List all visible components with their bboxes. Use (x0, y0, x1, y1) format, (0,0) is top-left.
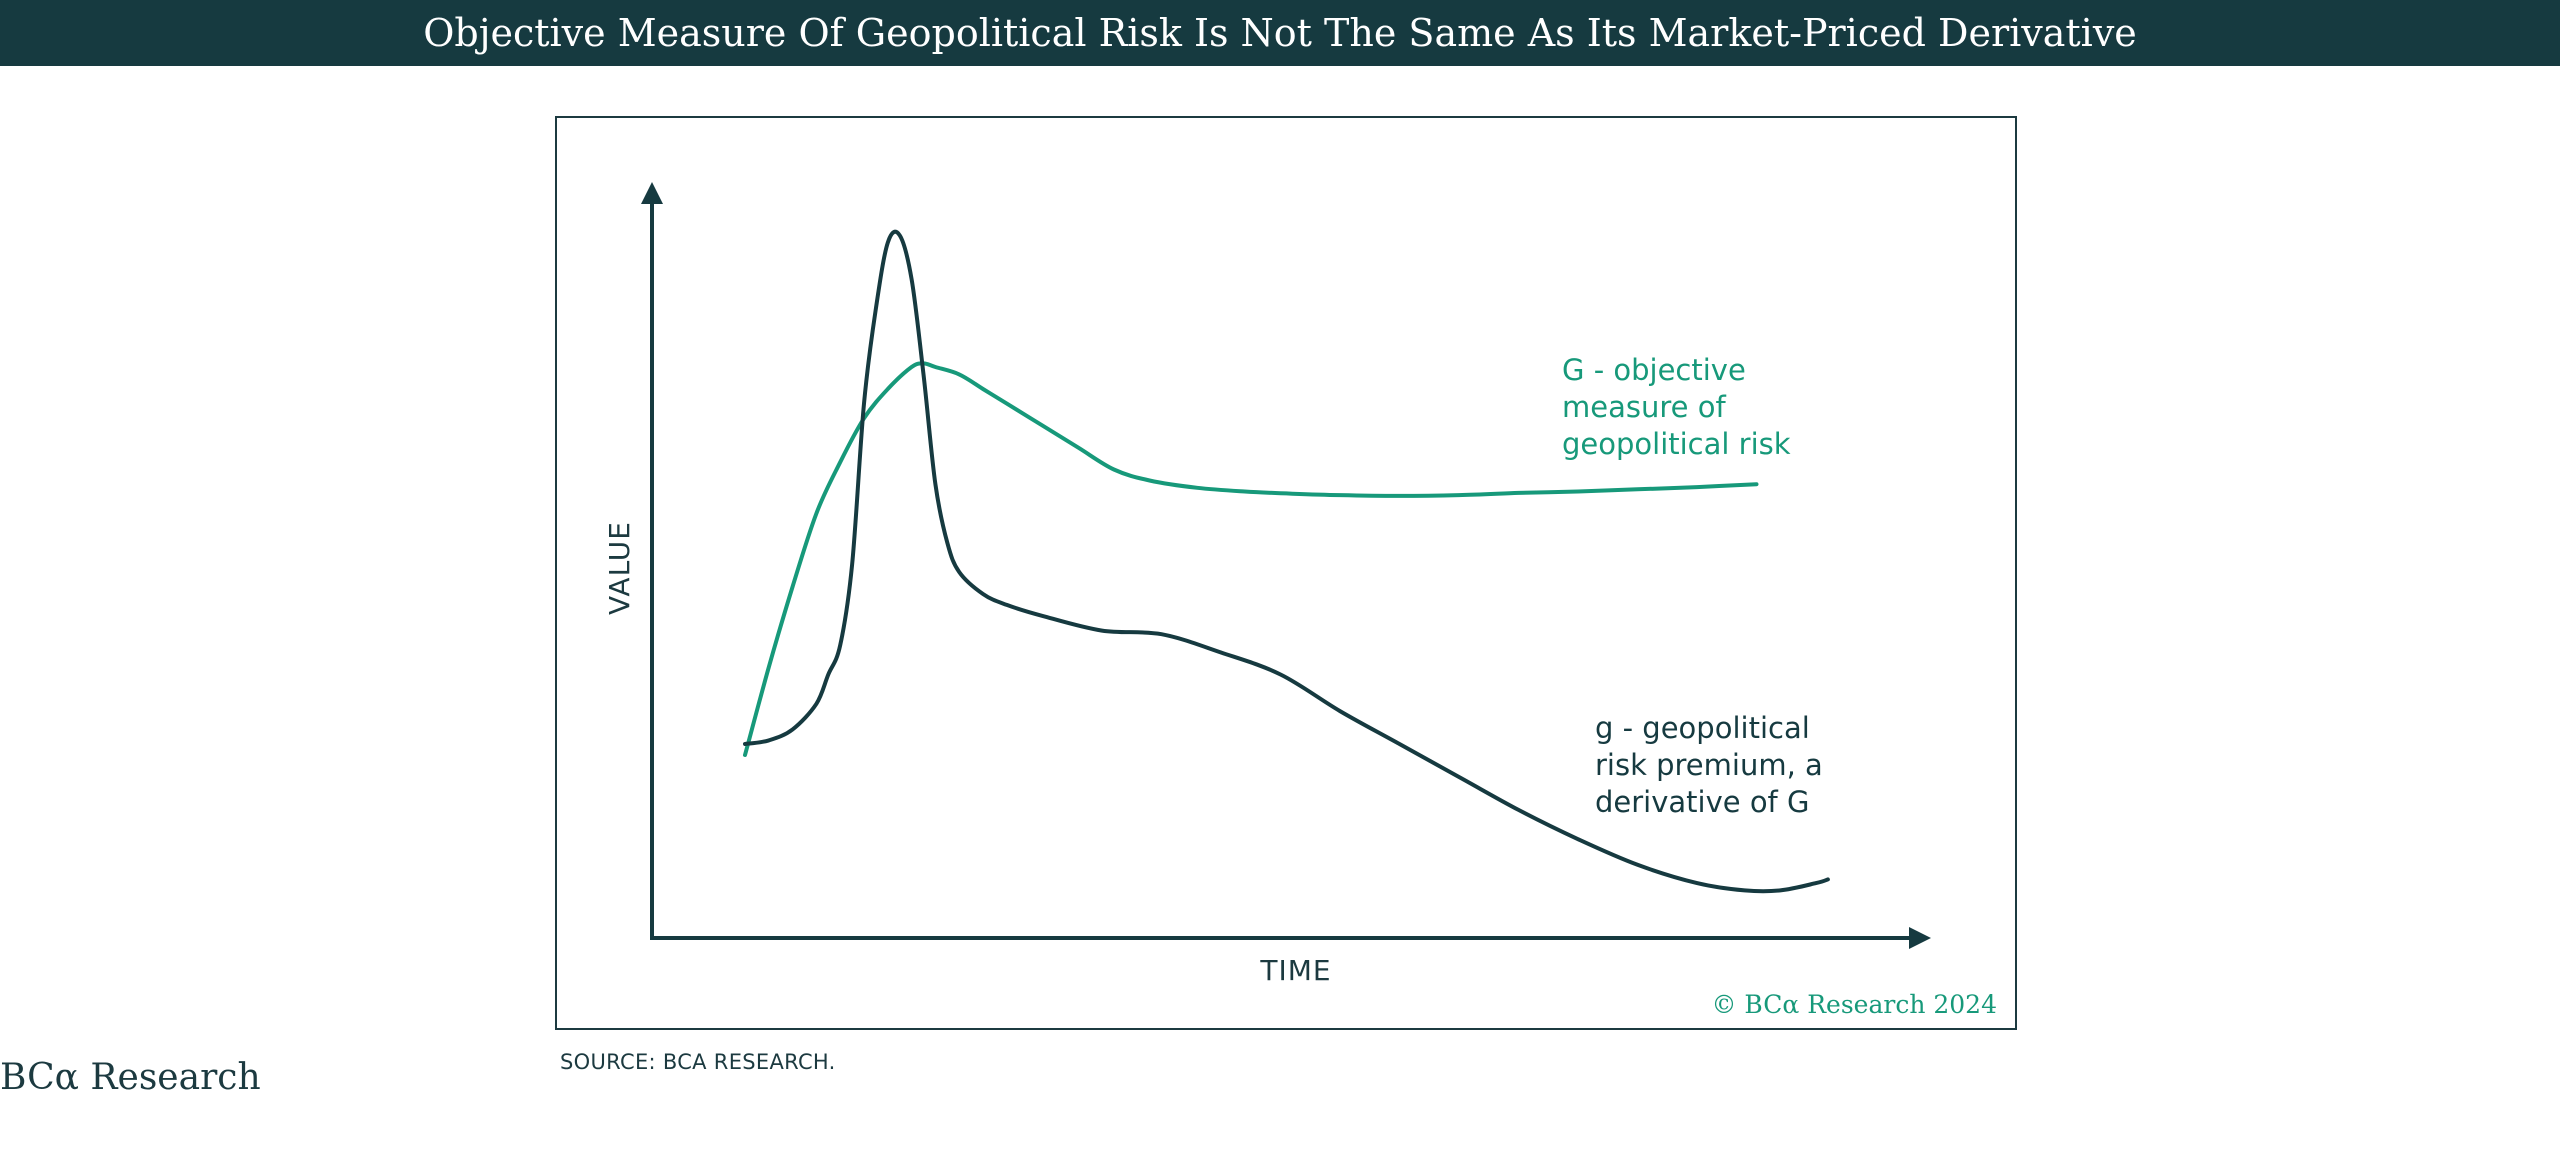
series-label-0: G - objective measure of geopolitical risk (1562, 353, 1791, 461)
x-axis-arrow (1909, 927, 1931, 949)
x-axis-label: TIME (1259, 954, 1331, 987)
series-line-0 (743, 361, 1759, 757)
series-label-line: g - geopolitical (1595, 711, 1810, 745)
series-label-line: geopolitical risk (1562, 427, 1791, 461)
chart-title: Objective Measure Of Geopolitical Risk I… (0, 0, 2560, 66)
series-label-line: G - objective (1562, 353, 1746, 387)
copyright-note: © BCα Research 2024 (1711, 990, 1997, 1019)
y-axis (641, 182, 663, 938)
series-label-1: g - geopolitical risk premium, a derivativ… (1595, 711, 1823, 819)
series-label-line: measure of (1562, 390, 1726, 424)
y-axis-label: VALUE (603, 521, 636, 615)
chart-svg: VALUE TIME G - objective measure of geopol… (603, 182, 1997, 1019)
series-line-1 (743, 229, 1830, 894)
series-label-line: risk premium, a (1595, 748, 1823, 782)
brand-logo: BCα Research (0, 1057, 261, 1098)
series-labels: G - objective measure of geopolitical risk… (1562, 353, 1823, 819)
chart-frame: VALUE TIME G - objective measure of geopol… (555, 116, 2017, 1030)
x-axis (650, 927, 1931, 949)
source-note: SOURCE: BCA RESEARCH. (560, 1050, 836, 1074)
series-label-line: derivative of G (1595, 785, 1809, 819)
y-axis-arrow (641, 182, 663, 204)
series-layer (743, 229, 1830, 894)
